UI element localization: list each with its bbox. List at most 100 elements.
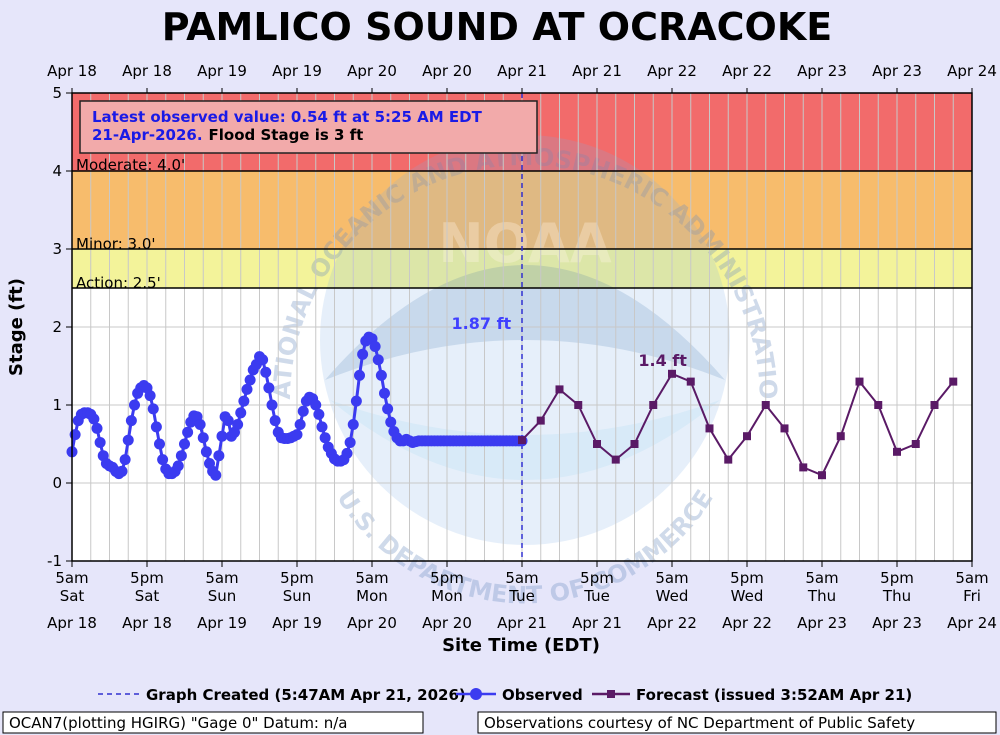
observed-point (235, 407, 247, 419)
observed-point (260, 366, 272, 378)
note-line-2: 21-Apr-2026. Flood Stage is 3 ft (92, 126, 363, 144)
x-tick-day: Thu (807, 587, 836, 605)
top-date-label: Apr 23 (797, 62, 847, 80)
observed-point (241, 383, 253, 395)
observed-point (94, 436, 106, 448)
x-tick-time: 5am (355, 569, 388, 587)
x-tick-day: Tue (508, 587, 535, 605)
observed-point (125, 415, 137, 427)
x-tick-day: Tue (583, 587, 610, 605)
forecast-point (818, 471, 826, 480)
forecast-point (949, 377, 958, 386)
observed-point (310, 399, 322, 411)
top-date-label: Apr 24 (947, 62, 997, 80)
observed-point (316, 421, 328, 433)
x-tick-day: Sun (283, 587, 312, 605)
x-tick-date: Apr 21 (572, 614, 622, 632)
x-tick-time: 5pm (730, 569, 764, 587)
chart-title: PAMLICO SOUND AT OCRACOKE (162, 5, 833, 49)
observed-point (344, 436, 356, 448)
legend-created-label: Graph Created (5:47AM Apr 21, 2026) (146, 686, 466, 704)
y-tick-label: 0 (52, 474, 62, 492)
forecast-point (686, 377, 695, 386)
y-tick-label: 4 (52, 162, 62, 180)
forecast-point (574, 401, 583, 409)
forecast-point (668, 369, 676, 378)
x-tick-date: Apr 20 (422, 614, 472, 632)
forecast-point (593, 440, 601, 448)
observed-point (232, 419, 244, 430)
y-tick-label: 2 (52, 318, 62, 336)
x-tick-date: Apr 23 (872, 614, 922, 632)
x-tick-date: Apr 18 (47, 614, 97, 632)
watermark-acronym: NOAA (438, 212, 611, 275)
observed-point (150, 421, 162, 433)
top-date-label: Apr 21 (497, 62, 547, 80)
forecast-point (649, 401, 658, 409)
footer-left-text: OCAN7(plotting HGIRG) "Gage 0" Datum: n/… (9, 714, 348, 732)
observed-point (172, 460, 184, 472)
y-tick-label: -1 (47, 552, 62, 570)
legend-forecast-label: Forecast (issued 3:52AM Apr 21) (636, 686, 912, 704)
observed-point (294, 419, 306, 430)
x-tick-day: Fri (963, 587, 981, 605)
observed-point (197, 432, 209, 444)
x-tick-day: Wed (656, 587, 689, 605)
x-axis-title: Site Time (EDT) (442, 635, 600, 656)
top-date-label: Apr 18 (122, 62, 172, 80)
observed-point (379, 387, 390, 399)
observed-point (182, 426, 194, 438)
forecast-series-line (521, 372, 955, 477)
forecast-point (799, 463, 808, 472)
x-tick-date: Apr 22 (722, 614, 772, 632)
observed-point (154, 438, 165, 450)
observed-point (194, 419, 206, 430)
x-tick-day: Mon (356, 587, 388, 605)
x-tick-date: Apr 24 (947, 614, 997, 632)
y-axis-title: Stage (ft) (6, 278, 27, 376)
forecast-point (930, 401, 939, 409)
observed-point (369, 341, 381, 352)
x-tick-date: Apr 18 (122, 614, 172, 632)
observed-point (385, 416, 397, 428)
observed-point (244, 374, 256, 386)
forecast-peak-label: 1.4 ft (638, 351, 687, 370)
x-tick-day: Sat (60, 587, 85, 605)
footer: OCAN7(plotting HGIRG) "Gage 0" Datum: n/… (2, 711, 997, 734)
observed-point (257, 354, 269, 366)
x-tick-time: 5am (55, 569, 88, 587)
forecast-point (836, 432, 845, 441)
observed-point (200, 446, 212, 458)
y-tick-label: 5 (52, 84, 62, 102)
observed-point (375, 369, 387, 381)
moderate-label: Moderate: 4.0' (76, 156, 185, 174)
top-date-label: Apr 19 (197, 62, 247, 80)
x-tick-date: Apr 21 (497, 614, 547, 632)
x-tick-time: 5am (205, 569, 238, 587)
observed-point (144, 390, 156, 402)
x-tick-day: Wed (731, 587, 764, 605)
forecast-point (555, 385, 564, 394)
forecast-point (611, 455, 620, 464)
observed-point (91, 422, 103, 434)
x-tick-time: 5pm (580, 569, 614, 587)
legend-observed-label: Observed (502, 686, 583, 704)
x-tick-day: Mon (431, 587, 463, 605)
observed-point (119, 454, 131, 466)
observed-point (297, 405, 309, 417)
x-tick-day: Thu (882, 587, 911, 605)
top-date-label: Apr 22 (722, 62, 772, 80)
x-tick-time: 5pm (280, 569, 314, 587)
forecast-point (705, 424, 714, 433)
y-tick-label: 1 (52, 396, 62, 414)
forecast-point (518, 436, 526, 445)
forecast-point (780, 424, 789, 433)
observed-point (213, 450, 225, 462)
x-tick-time: 5am (655, 569, 688, 587)
x-tick-date: Apr 19 (272, 614, 322, 632)
observed-point (313, 408, 325, 420)
observed-peak-label: 1.87 ft (452, 314, 512, 333)
series-layer (66, 331, 958, 481)
observed-point (216, 430, 228, 442)
forecast-point (724, 455, 733, 464)
